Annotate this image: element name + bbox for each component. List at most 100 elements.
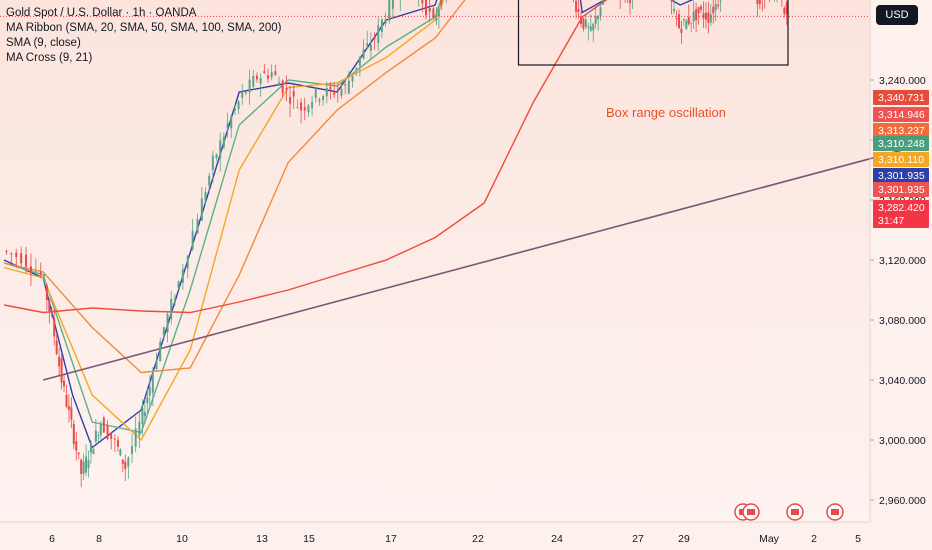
currency-button[interactable]: USD xyxy=(876,5,918,25)
candle-body xyxy=(300,102,303,111)
candle-body xyxy=(296,107,299,109)
candle-body xyxy=(303,107,306,111)
candle-body xyxy=(680,28,683,33)
box-range-annotation: Box range oscillation xyxy=(606,105,726,120)
candle-body xyxy=(196,219,199,234)
candle-body xyxy=(186,255,189,269)
candle-body xyxy=(162,327,165,336)
candle-body xyxy=(219,140,222,159)
candle-body xyxy=(70,407,73,420)
symbol-title[interactable]: Gold Spot / U.S. Dollar · 1h · OANDA xyxy=(6,7,197,19)
candle-body xyxy=(340,88,343,96)
ma-line-2 xyxy=(3,0,445,442)
time-axis[interactable]: 6 8 10 13 15 17 22 24 27 29 May 2 5 xyxy=(0,521,870,545)
candle-body xyxy=(602,0,605,5)
candle-body xyxy=(29,266,32,273)
candle-body xyxy=(177,281,180,288)
candle-body xyxy=(94,430,97,442)
price-tag-bg xyxy=(873,107,929,122)
ma-line-4 xyxy=(3,0,608,314)
price-tag-bg xyxy=(873,152,929,167)
candle-body xyxy=(215,154,218,158)
candles xyxy=(5,0,788,488)
price-tick-label: 3,040.000 xyxy=(879,375,926,387)
candle-body xyxy=(60,358,63,383)
candle-body xyxy=(314,88,317,98)
candle-body xyxy=(628,0,631,4)
sma-indicator[interactable]: SMA (9, close) xyxy=(6,37,81,49)
candle-body xyxy=(116,439,119,447)
price-axis[interactable]: 2,960.000 3,000.000 3,040.000 3,080.000 3,12… xyxy=(869,0,926,522)
time-tick-label: 10 xyxy=(176,533,188,545)
price-tag-bg xyxy=(873,168,929,183)
ma-cross-indicator[interactable]: MA Cross (9, 21) xyxy=(6,52,93,64)
plot-area xyxy=(0,0,870,522)
candle-body xyxy=(285,88,288,90)
time-tick-label: 24 xyxy=(551,533,563,545)
price-tag-label: 3,310.248 xyxy=(878,138,925,150)
candle-body xyxy=(241,91,244,98)
candle-body xyxy=(384,19,387,24)
candle-body xyxy=(695,9,698,21)
time-tick-label: 29 xyxy=(678,533,690,545)
candle-body xyxy=(687,17,690,24)
candle-body xyxy=(63,380,66,387)
candle-body xyxy=(391,0,394,9)
trend-line xyxy=(42,149,901,381)
candle-body xyxy=(281,80,284,94)
candle-body xyxy=(166,313,169,333)
candle-body xyxy=(677,14,680,29)
candle-body xyxy=(80,459,83,474)
candle-body xyxy=(121,459,124,464)
countdown-label: 31:47 xyxy=(878,215,904,227)
candle-body xyxy=(99,424,102,436)
candle-body xyxy=(358,56,361,66)
candle-body xyxy=(278,82,281,85)
price-tag-label: 3,310.110 xyxy=(878,154,924,166)
candle-body xyxy=(141,407,144,425)
time-tick-label: 22 xyxy=(472,533,484,545)
candle-body xyxy=(351,75,354,82)
candle-body xyxy=(20,253,23,264)
candle-body xyxy=(369,44,372,51)
candle-body xyxy=(248,79,251,93)
price-tag-bg xyxy=(873,182,929,197)
candle-body xyxy=(673,8,676,12)
candle-body xyxy=(146,397,149,404)
candle-body xyxy=(191,231,194,250)
candle-body xyxy=(5,251,8,253)
ma-ribbon-indicator[interactable]: MA Ribbon (SMA, 20, SMA, 50, SMA, 100, S… xyxy=(6,22,282,34)
candle-body xyxy=(53,318,56,337)
candle-body xyxy=(785,2,788,15)
candle-body xyxy=(48,299,51,311)
price-tag-label: 3,314.946 xyxy=(878,109,925,121)
candle-body xyxy=(75,441,78,451)
chart-legend: Gold Spot / U.S. Dollar · 1h · OANDA MA … xyxy=(6,6,281,66)
candle-body xyxy=(589,26,592,31)
candle-body xyxy=(204,192,207,202)
candle-body xyxy=(344,84,347,86)
candle-body xyxy=(714,4,717,11)
candle-body xyxy=(222,136,225,148)
economic-events xyxy=(734,503,844,521)
price-tick-label: 3,000.000 xyxy=(879,435,926,447)
candle-body xyxy=(440,0,443,6)
candle-body xyxy=(119,449,122,456)
candle-body xyxy=(592,23,595,31)
candle-body xyxy=(289,96,292,104)
price-tag-bg xyxy=(873,123,929,138)
candle-body xyxy=(143,411,146,417)
flag-stripes-icon xyxy=(791,509,799,515)
candle-body xyxy=(159,341,162,362)
candle-body xyxy=(575,0,578,12)
candle-body xyxy=(15,252,18,257)
price-tick-label: 2,960.000 xyxy=(879,495,926,507)
price-tick-label: 3,080.000 xyxy=(879,315,926,327)
candle-body xyxy=(45,285,48,301)
candle-body xyxy=(72,424,75,445)
ma-line-1 xyxy=(3,0,442,434)
candle-body xyxy=(181,269,184,283)
candle-body xyxy=(259,78,262,84)
